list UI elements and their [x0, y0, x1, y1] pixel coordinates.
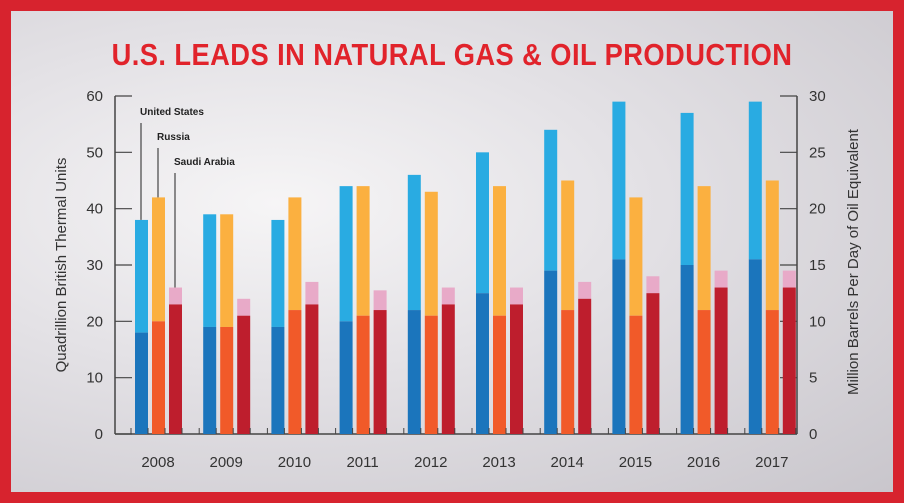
bar-saudi-arabia-top-2014 [578, 281, 592, 299]
bar-united-states-bottom-2012 [407, 310, 421, 434]
right-tick-label: 30 [809, 88, 826, 105]
bar-saudi-arabia-top-2011 [373, 290, 387, 311]
x-tick-label: 2015 [619, 454, 652, 471]
bar-saudi-arabia-bottom-2013 [510, 304, 523, 434]
bar-united-states-top-2009 [203, 214, 217, 327]
x-tick-label: 2008 [141, 454, 174, 471]
bar-russia-bottom-2013 [493, 315, 506, 434]
bar-united-states-top-2014 [544, 129, 558, 271]
bar-russia-bottom-2010 [288, 310, 302, 434]
bar-saudi-arabia-top-2008 [169, 287, 182, 305]
right-axis-label: Million Barrels Per Day of Oil Equivalen… [845, 128, 862, 395]
left-tick-label: 20 [86, 313, 103, 330]
bar-saudi-arabia-top-2010 [305, 281, 319, 305]
bar-united-states-bottom-2011 [339, 321, 353, 434]
bar-russia-top-2015 [629, 197, 643, 316]
x-tick-label: 2012 [414, 454, 447, 471]
bar-saudi-arabia-bottom-2010 [305, 304, 319, 434]
x-tick-label: 2014 [551, 454, 584, 471]
right-tick-label: 10 [809, 313, 826, 330]
bar-russia-top-2014 [561, 180, 575, 311]
bar-united-states-bottom-2013 [476, 293, 489, 434]
bar-saudi-arabia-bottom-2014 [578, 298, 592, 434]
bar-united-states-bottom-2016 [680, 265, 694, 434]
bar-united-states-top-2017 [748, 101, 762, 260]
bar-united-states-top-2010 [271, 219, 285, 327]
bar-united-states-top-2008 [135, 219, 148, 333]
bar-saudi-arabia-top-2009 [237, 298, 251, 316]
right-tick-label: 20 [809, 201, 826, 218]
bar-united-states-bottom-2008 [135, 332, 148, 434]
left-tick-label: 40 [86, 201, 103, 218]
bar-saudi-arabia-bottom-2016 [714, 287, 728, 434]
bar-saudi-arabia-bottom-2009 [237, 315, 251, 434]
bar-russia-top-2012 [424, 191, 438, 316]
legend-label: Russia [157, 132, 190, 143]
x-tick-label: 2017 [755, 454, 788, 471]
bar-united-states-bottom-2017 [748, 259, 762, 434]
chart-title: U.S. LEADS IN NATURAL GAS & OIL PRODUCTI… [111, 37, 793, 72]
bar-saudi-arabia-top-2016 [714, 270, 728, 288]
bar-russia-bottom-2012 [424, 315, 438, 434]
bar-united-states-top-2013 [476, 152, 489, 294]
bar-russia-bottom-2017 [765, 310, 779, 434]
legend-label: Saudi Arabia [174, 157, 235, 168]
bar-russia-top-2013 [493, 186, 506, 316]
bar-russia-bottom-2014 [561, 310, 575, 434]
bar-russia-bottom-2008 [152, 321, 165, 434]
bar-russia-top-2017 [765, 180, 779, 311]
bar-russia-bottom-2009 [220, 326, 234, 434]
bar-united-states-bottom-2009 [203, 326, 217, 434]
bar-saudi-arabia-top-2012 [441, 287, 455, 305]
right-tick-label: 0 [809, 426, 817, 443]
bar-united-states-bottom-2014 [544, 270, 558, 434]
left-tick-label: 60 [86, 88, 103, 105]
bar-russia-top-2010 [288, 197, 302, 311]
bar-russia-bottom-2011 [356, 315, 370, 434]
left-axis-label: Quadrillion British Thermal Units [53, 158, 70, 373]
right-tick-label: 5 [809, 370, 817, 387]
x-tick-label: 2016 [687, 454, 720, 471]
bar-russia-bottom-2016 [697, 310, 711, 434]
bar-united-states-top-2011 [339, 186, 353, 322]
bar-saudi-arabia-top-2013 [510, 287, 523, 305]
bar-saudi-arabia-bottom-2011 [373, 310, 387, 434]
bar-saudi-arabia-bottom-2017 [782, 287, 796, 434]
x-tick-label: 2009 [210, 454, 243, 471]
x-tick-label: 2011 [346, 454, 378, 471]
left-tick-label: 10 [86, 370, 103, 387]
bar-saudi-arabia-bottom-2012 [441, 304, 455, 434]
bar-united-states-bottom-2010 [271, 326, 285, 434]
bar-united-states-top-2012 [407, 174, 421, 311]
left-tick-label: 30 [86, 257, 103, 274]
bar-saudi-arabia-bottom-2015 [646, 293, 660, 434]
x-tick-label: 2013 [482, 454, 515, 471]
right-tick-label: 15 [809, 257, 826, 274]
right-tick-label: 25 [809, 144, 826, 161]
bar-united-states-bottom-2015 [612, 259, 626, 434]
bar-saudi-arabia-top-2015 [646, 276, 660, 294]
bar-saudi-arabia-top-2017 [782, 270, 796, 288]
x-tick-label: 2010 [278, 454, 311, 471]
bar-russia-bottom-2015 [629, 315, 643, 434]
bar-russia-top-2011 [356, 186, 370, 316]
legend-label: United States [140, 107, 204, 118]
bar-saudi-arabia-bottom-2008 [169, 304, 182, 434]
left-tick-label: 50 [86, 144, 103, 161]
bar-united-states-top-2016 [680, 112, 694, 266]
bar-united-states-top-2015 [612, 101, 626, 260]
left-tick-label: 0 [95, 426, 103, 443]
bar-russia-top-2009 [220, 214, 234, 327]
bar-russia-top-2008 [152, 197, 165, 322]
bar-russia-top-2016 [697, 186, 711, 311]
